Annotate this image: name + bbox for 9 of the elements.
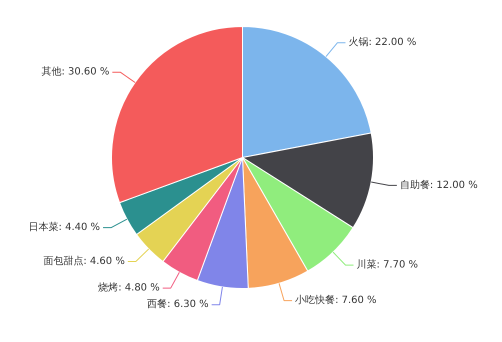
slice-label: 西餐: 6.30 % xyxy=(147,298,209,310)
slice-label: 小吃快餐: 7.60 % xyxy=(295,294,377,306)
slice-label: 火锅: 22.00 % xyxy=(348,36,416,48)
slice-label: 自助餐: 12.00 % xyxy=(400,178,478,191)
slice-label: 日本菜: 4.40 % xyxy=(28,221,100,234)
slice-label: 其他: 30.60 % xyxy=(41,66,110,78)
slice-label: 川菜: 7.70 % xyxy=(356,258,418,271)
slice-label: 烧烤: 4.80 % xyxy=(98,282,160,294)
slice-label: 面包甜点: 4.60 % xyxy=(43,255,125,268)
